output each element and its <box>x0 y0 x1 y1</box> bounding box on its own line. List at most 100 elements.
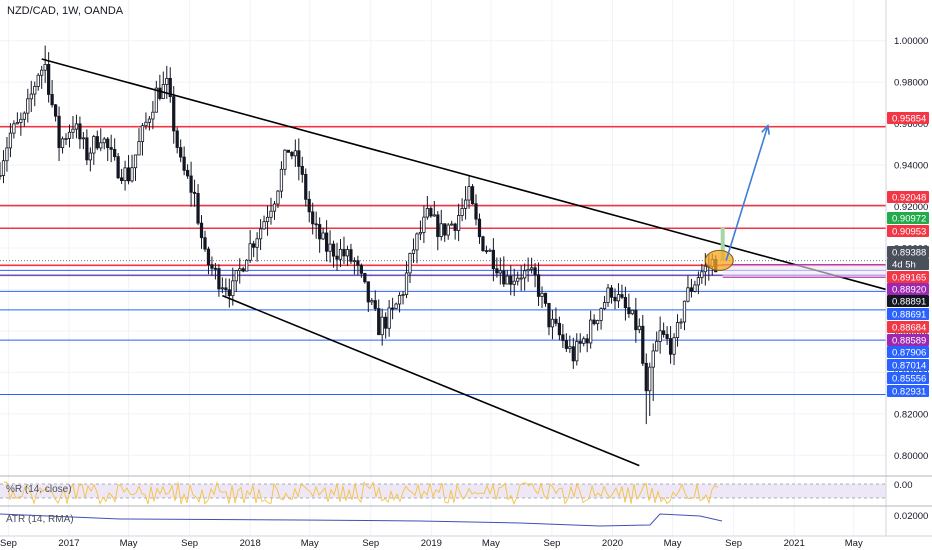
price-label-text: 0.89388 <box>892 248 926 259</box>
candle-body <box>172 96 176 132</box>
candle-body <box>592 319 596 325</box>
candle-body <box>568 346 572 349</box>
candle-body <box>484 250 489 253</box>
candle-body <box>613 296 617 302</box>
candle-body <box>95 136 99 149</box>
x-tick-label: Sep <box>0 538 17 549</box>
horizontal-levels[interactable] <box>0 125 886 396</box>
y-tick-label: 0.80000 <box>894 451 928 462</box>
candle-body <box>213 267 218 270</box>
candle-body <box>85 137 89 161</box>
candle-body <box>359 264 363 274</box>
candle-body <box>662 330 666 335</box>
candle-body <box>627 307 631 315</box>
candle-body <box>88 152 92 161</box>
candle-body <box>290 151 294 157</box>
indicator-panes: %R (14, close) 0.00 ATR (14, RMA) 0.02000 <box>0 480 928 527</box>
candle-body <box>470 186 475 205</box>
atr-axis-label: 0.02000 <box>894 511 928 522</box>
candle-body <box>175 130 179 148</box>
price-zone[interactable] <box>722 264 886 278</box>
price-label-tag <box>887 225 929 237</box>
candle-body <box>429 208 433 217</box>
candle-body <box>509 275 513 285</box>
price-label-text: 0.92048 <box>892 193 926 204</box>
candle-body <box>1 160 6 176</box>
symbol-title: NZD/CAD, 1W, OANDA <box>7 5 124 17</box>
y-tick-label: 1.00000 <box>894 36 928 47</box>
candle-body <box>689 287 694 292</box>
candle-body <box>154 87 158 113</box>
candle-body <box>432 214 436 217</box>
price-label-text: 0.88920 <box>892 285 926 296</box>
candle-body <box>311 211 315 225</box>
candle-body <box>133 154 138 169</box>
x-tick-label: May <box>664 538 682 549</box>
candle-body <box>502 270 506 285</box>
candle-body <box>477 218 482 238</box>
candle-body <box>404 272 409 296</box>
trendline-lower[interactable] <box>222 294 640 467</box>
price-label-tag <box>887 346 929 358</box>
candle-body <box>394 303 398 309</box>
candle-body <box>252 243 256 248</box>
x-tick-label: 2020 <box>602 538 623 549</box>
candle-body <box>74 123 79 130</box>
candle-body <box>234 270 238 282</box>
candle-body <box>12 123 16 134</box>
highlight-circle[interactable] <box>704 249 734 271</box>
candle-body <box>144 121 148 127</box>
candle-body <box>384 316 388 329</box>
candle-body <box>130 167 134 182</box>
candle-body <box>523 270 527 279</box>
price-label-tag <box>887 334 929 346</box>
candle-body <box>92 136 96 154</box>
x-tick-label: 2021 <box>784 538 805 549</box>
candle-body <box>467 186 471 201</box>
candle-body <box>644 362 648 392</box>
candle-body <box>686 287 690 302</box>
price-label-text: 0.90953 <box>892 227 926 238</box>
candle-body <box>196 193 200 224</box>
candle-body <box>0 175 2 177</box>
candle-body <box>401 294 405 297</box>
price-label-tag <box>887 212 929 224</box>
candle-body <box>272 203 277 212</box>
candle-body <box>474 203 478 220</box>
candle-body <box>436 214 440 237</box>
williams-r-name: %R (14, close) <box>6 484 72 495</box>
projection-arrow-line[interactable] <box>725 125 769 261</box>
candle-body <box>241 268 245 272</box>
candle-body <box>318 224 322 240</box>
candle-body <box>224 287 228 291</box>
candle-body <box>637 325 641 331</box>
drawings[interactable] <box>41 58 887 467</box>
price-label-tag <box>887 191 929 203</box>
candle-body <box>19 118 23 123</box>
candle-body <box>655 341 659 352</box>
candle-body <box>328 243 332 252</box>
candle-body <box>345 249 350 257</box>
candle-body <box>495 268 499 274</box>
candle-body <box>651 350 655 368</box>
candle-body <box>102 138 106 144</box>
candle-body <box>206 248 211 266</box>
candle-body <box>106 138 110 149</box>
x-tick-label: 2017 <box>58 538 79 549</box>
candle-body <box>557 322 562 336</box>
candle-body <box>658 330 662 342</box>
candle-body <box>356 260 360 266</box>
candle-body <box>491 249 495 270</box>
candle-body <box>415 233 419 251</box>
x-tick-label: May <box>845 538 863 549</box>
price-label-tag <box>887 321 929 333</box>
trendline-upper[interactable] <box>41 58 887 291</box>
candle-body <box>488 249 492 252</box>
candle-body <box>300 166 304 175</box>
candle-body <box>50 94 54 106</box>
candle-body <box>67 131 72 139</box>
x-tick-label: Sep <box>543 538 560 549</box>
williams-r-axis-label: 0.00 <box>894 480 913 491</box>
candle-body <box>498 270 502 274</box>
